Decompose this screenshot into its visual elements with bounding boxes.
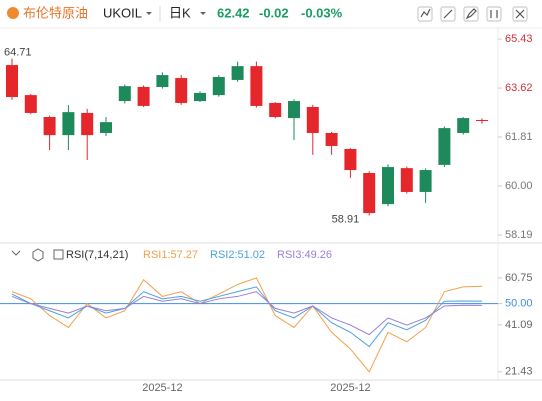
symbol-icon	[7, 7, 19, 19]
indicator-icon	[53, 249, 64, 260]
candle-body	[363, 173, 376, 214]
legend-entry: RSI2:51.02	[210, 249, 265, 261]
candle-body	[43, 117, 56, 136]
rsi-line	[11, 277, 483, 373]
change: -0.02	[259, 5, 289, 20]
candle-body	[382, 167, 394, 205]
y-tick-label: 21.43	[505, 366, 533, 378]
min-label: 58.91	[332, 213, 360, 225]
x-tick-label: 2025-12	[142, 382, 182, 394]
candle-body	[118, 86, 131, 102]
candle-body	[137, 86, 150, 106]
candle-body	[269, 102, 282, 118]
tool-draw[interactable]	[440, 6, 456, 22]
legend-entry: RSI1:57.27	[143, 249, 198, 261]
y-tick-label: 65.43	[505, 33, 533, 45]
candle-body	[231, 66, 244, 80]
candle-body	[62, 112, 75, 136]
x-tick-label: 2025-12	[330, 382, 370, 394]
max-label: 64.71	[4, 46, 32, 58]
candle-body	[212, 76, 225, 96]
candle-body	[306, 106, 319, 133]
symbol-name: 布伦特原油	[23, 5, 88, 20]
settings-icon[interactable]	[32, 248, 44, 262]
candle-body	[438, 128, 451, 165]
y-tick-label: 58.19	[505, 229, 533, 241]
candle-body	[344, 148, 357, 171]
y-tick-label: 60.75	[505, 272, 533, 284]
y-tick-label: 63.62	[505, 82, 533, 94]
collapse-icon[interactable]	[11, 250, 21, 256]
candle-body	[288, 101, 300, 119]
candle-body	[400, 168, 413, 192]
legend-entry: RSI3:49.26	[277, 249, 332, 261]
y-tick-label: 60.00	[505, 180, 533, 192]
dropdown-arrow	[146, 12, 152, 15]
period[interactable]: 日K	[169, 5, 191, 20]
candle-body	[476, 119, 488, 121]
candle-body	[175, 78, 188, 103]
candle-body	[325, 132, 338, 146]
candle-body	[6, 65, 18, 97]
candle-body	[194, 92, 206, 102]
tool-close[interactable]	[512, 6, 528, 22]
candle-body	[419, 170, 432, 192]
dropdown-arrow	[200, 12, 206, 15]
y-tick-label: 50.00	[505, 297, 533, 309]
y-tick-label: 61.81	[505, 131, 533, 143]
candle-body	[250, 66, 263, 106]
indicator-name: RSI(7,14,21)	[66, 249, 128, 261]
candle-body	[24, 95, 37, 113]
change-pct: -0.03%	[301, 5, 343, 20]
y-tick-label: 41.09	[505, 319, 533, 331]
tool-indicator[interactable]	[417, 6, 433, 22]
tool-candles[interactable]	[486, 6, 502, 22]
symbol[interactable]: UKOIL	[103, 5, 142, 20]
candle-body	[457, 118, 470, 133]
candle-body	[81, 112, 94, 136]
tool-pen[interactable]	[463, 6, 479, 22]
price: 62.42	[217, 5, 250, 20]
candle-body	[156, 75, 169, 87]
candle-body	[100, 122, 112, 133]
rsi-line	[11, 291, 483, 336]
